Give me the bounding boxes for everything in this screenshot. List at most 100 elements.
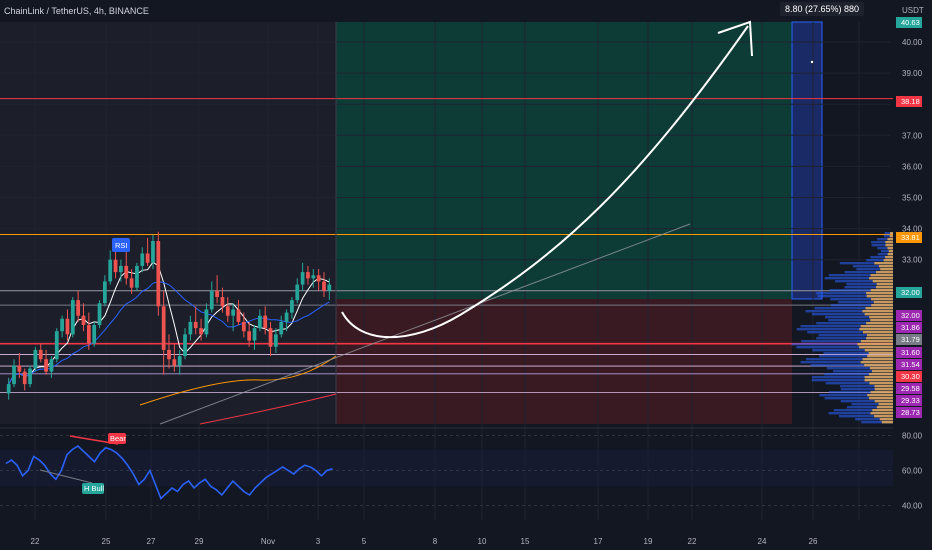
candle-body [161,306,166,350]
volume-profile-bar [806,358,893,361]
candle-body [322,281,326,291]
candle-body [263,315,268,329]
price-label-text: 29.58 [901,384,920,393]
price-label-box [896,287,922,298]
volume-profile-bar [824,277,893,280]
candle-body [119,265,123,273]
price-label-text: 31.86 [901,323,920,332]
volume-profile-bar [876,406,893,409]
time-tick-label: 25 [102,537,111,546]
volume-profile-bar [870,412,893,415]
volume-profile-bar [791,343,893,346]
volume-profile-bar [846,406,893,409]
price-label-text: 29.33 [901,396,920,405]
price-label-box [896,232,922,243]
volume-profile-bar [812,313,893,316]
volume-profile-bar [800,325,893,328]
volume-profile-bar [877,238,893,241]
candle-body [60,318,64,332]
volume-profile-bar [818,334,893,337]
candle-body [124,265,129,279]
candle-body [290,300,294,313]
ma-red-line [199,393,337,425]
price-label-box [896,383,922,394]
volume-profile-bar [864,379,893,382]
candle-body [156,241,161,307]
price-label-box [896,395,922,406]
candle-body [215,290,219,298]
volume-profile-bar [862,358,893,361]
volume-profile-bar [816,322,893,325]
candle-body [135,265,139,288]
candle-body [300,272,305,285]
volume-profile-bar [870,319,893,322]
candle-body [231,309,236,316]
candle-body [65,318,70,335]
volume-profile-bar [844,286,893,289]
time-tick-label: 3 [316,537,321,546]
volume-profile-bar [866,334,893,337]
volume-profile-bar [887,247,893,250]
candle-body [38,349,43,360]
volume-profile-bar [876,271,893,274]
volume-profile-bar [830,304,893,307]
volume-profile-bar [887,238,893,241]
volume-profile-bar [869,397,893,400]
candle-body [108,259,113,282]
volume-profile-bar [833,409,893,412]
volume-profile-bar [857,343,893,346]
volume-profile-bar [866,292,893,295]
price-label-text: 38.18 [901,97,920,106]
volume-profile-bar [829,289,893,292]
price-label-box [896,334,922,345]
volume-profile-bar [873,301,893,304]
candle-body [295,284,300,301]
price-tick-label: 35.00 [902,194,923,203]
volume-profile-bar [859,328,893,331]
candle-body [49,359,54,372]
volume-profile-bar [871,244,893,247]
candle-body [193,321,198,329]
volume-profile-bar [874,262,893,265]
volume-profile-bar [864,376,893,379]
time-tick-label: 19 [644,537,653,546]
volume-profile-bar [855,418,893,421]
volume-profile-bar [872,409,893,412]
price-tick-label: 39.00 [902,69,923,78]
volume-profile-bar [844,271,893,274]
time-tick-label: 29 [195,537,204,546]
volume-profile-bar [825,316,893,319]
candle-body [274,334,278,347]
measure-dot [810,60,814,64]
volume-profile-bar [824,397,893,400]
candle-body [22,371,27,385]
ma-slow-line [139,355,337,406]
volume-profile-bar [833,370,893,373]
price-label-text: 31.54 [901,360,920,369]
candle-body [268,328,273,347]
price-label-box [896,310,922,321]
volume-profile-bar [874,385,893,388]
candle-body [97,303,102,326]
candle-body [257,315,262,329]
rsi-panel: 80.00 60.00 40.00 [0,427,923,511]
rsi-tick-label: 60.00 [902,467,923,476]
measure-tooltip: 8.80 (27.65%) 880 [780,2,865,16]
volume-profile-bar [877,247,893,250]
rsi-tick-label: 80.00 [902,432,923,441]
volume-profile-bar [859,346,893,349]
price-label-box [896,322,922,333]
volume-profile-bar [860,325,893,328]
volume-profile-bar [805,310,893,313]
measure-box [791,21,823,300]
candle-body [188,321,193,335]
volume-profile-bar [869,277,893,280]
volume-profile-bar [864,349,893,352]
candle-body [54,331,59,360]
candle-body [28,368,32,385]
candle-body [327,284,332,291]
volume-profile-bar [869,382,893,385]
volume-profile-bar [800,361,893,364]
candle-body [92,325,97,344]
